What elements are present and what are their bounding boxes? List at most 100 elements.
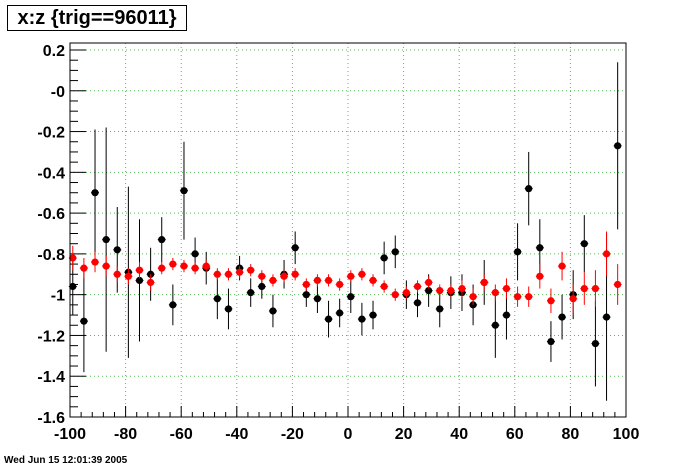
data-point [258, 272, 266, 280]
data-point [358, 270, 366, 278]
data-point [91, 258, 99, 266]
y-tick-label: -1 [51, 288, 65, 305]
data-point [391, 291, 399, 299]
data-point [80, 264, 88, 272]
grid-layer [70, 43, 626, 417]
y-tick-label: -0.6 [37, 206, 65, 223]
data-point [158, 236, 166, 244]
data-point [291, 244, 299, 252]
data-point [224, 305, 233, 313]
data-point [614, 280, 622, 289]
x-tick-label: 80 [562, 426, 580, 443]
x-tick-label: -60 [170, 426, 193, 443]
data-point [202, 262, 210, 270]
data-point [502, 311, 511, 319]
data-point [247, 289, 255, 297]
data-point [235, 268, 244, 276]
data-point [525, 185, 533, 193]
axis-ticks [69, 49, 627, 418]
data-point [113, 246, 121, 254]
data-point [247, 266, 255, 274]
data-point [269, 276, 277, 284]
data-point [391, 248, 399, 256]
data-point [180, 187, 188, 195]
y-tick-label: -0 [51, 84, 65, 101]
data-point [135, 276, 144, 284]
data-point [402, 289, 410, 297]
data-point [425, 286, 433, 295]
data-point [380, 282, 388, 291]
data-point [425, 278, 433, 287]
data-point [313, 295, 322, 303]
data-point [558, 313, 566, 321]
data-point [158, 264, 166, 272]
x-tick-label: -80 [114, 426, 137, 443]
data-point [380, 254, 388, 262]
data-point [502, 284, 511, 293]
data-point [169, 260, 177, 268]
data-point [536, 244, 544, 252]
data-point [324, 315, 333, 323]
x-tick-label: 100 [613, 426, 640, 443]
data-point [436, 305, 444, 313]
data-point [614, 142, 622, 150]
data-point [547, 337, 555, 346]
data-point [547, 297, 555, 305]
data-point [147, 278, 155, 287]
data-point [602, 313, 611, 321]
data-point [258, 282, 266, 291]
x-tick-label: -100 [54, 426, 86, 443]
data-point [302, 280, 310, 289]
data-point [102, 236, 110, 244]
data-point [336, 280, 344, 289]
data-point [191, 264, 199, 272]
x-tick-label: -40 [225, 426, 248, 443]
data-point [124, 272, 132, 280]
data-point [213, 295, 221, 303]
x-tick-label: 0 [344, 426, 353, 443]
data-point [358, 315, 366, 323]
y-tick-label: -0.2 [37, 125, 65, 142]
data-point [313, 276, 322, 284]
data-point [525, 293, 533, 301]
y-tick-label: -0.8 [37, 247, 65, 264]
data-point [80, 317, 88, 325]
data-point [224, 270, 233, 278]
data-point [580, 240, 588, 248]
data-point [180, 262, 188, 270]
series-layer [68, 62, 622, 401]
data-point [591, 340, 600, 348]
data-point [580, 284, 588, 293]
data-point [102, 262, 110, 270]
data-point [302, 291, 310, 299]
series-2 [68, 231, 622, 314]
data-point [469, 293, 477, 301]
data-point [135, 266, 144, 274]
data-point [436, 286, 444, 295]
data-point [569, 295, 577, 303]
data-point [591, 284, 600, 293]
x-tick-label: 40 [450, 426, 468, 443]
timestamp-label: Wed Jun 15 12:01:39 2005 [4, 455, 128, 466]
data-point [413, 282, 422, 291]
x-tick-label: 60 [506, 426, 524, 443]
data-point [536, 272, 544, 280]
x-tick-label: 20 [395, 426, 413, 443]
series-1 [68, 62, 622, 401]
y-tick-label: -1.6 [37, 410, 65, 427]
data-point [213, 270, 221, 278]
data-point [191, 250, 199, 258]
y-tick-label: -0.4 [37, 165, 65, 182]
data-point [280, 272, 288, 280]
data-point [558, 262, 566, 270]
data-point [291, 270, 299, 278]
data-point [413, 299, 422, 307]
data-point [491, 289, 499, 297]
data-point [513, 248, 522, 256]
y-tick-label: 0.2 [43, 43, 65, 60]
data-point [513, 293, 522, 301]
data-point [69, 254, 77, 262]
data-point [491, 321, 499, 329]
data-point [169, 301, 177, 309]
